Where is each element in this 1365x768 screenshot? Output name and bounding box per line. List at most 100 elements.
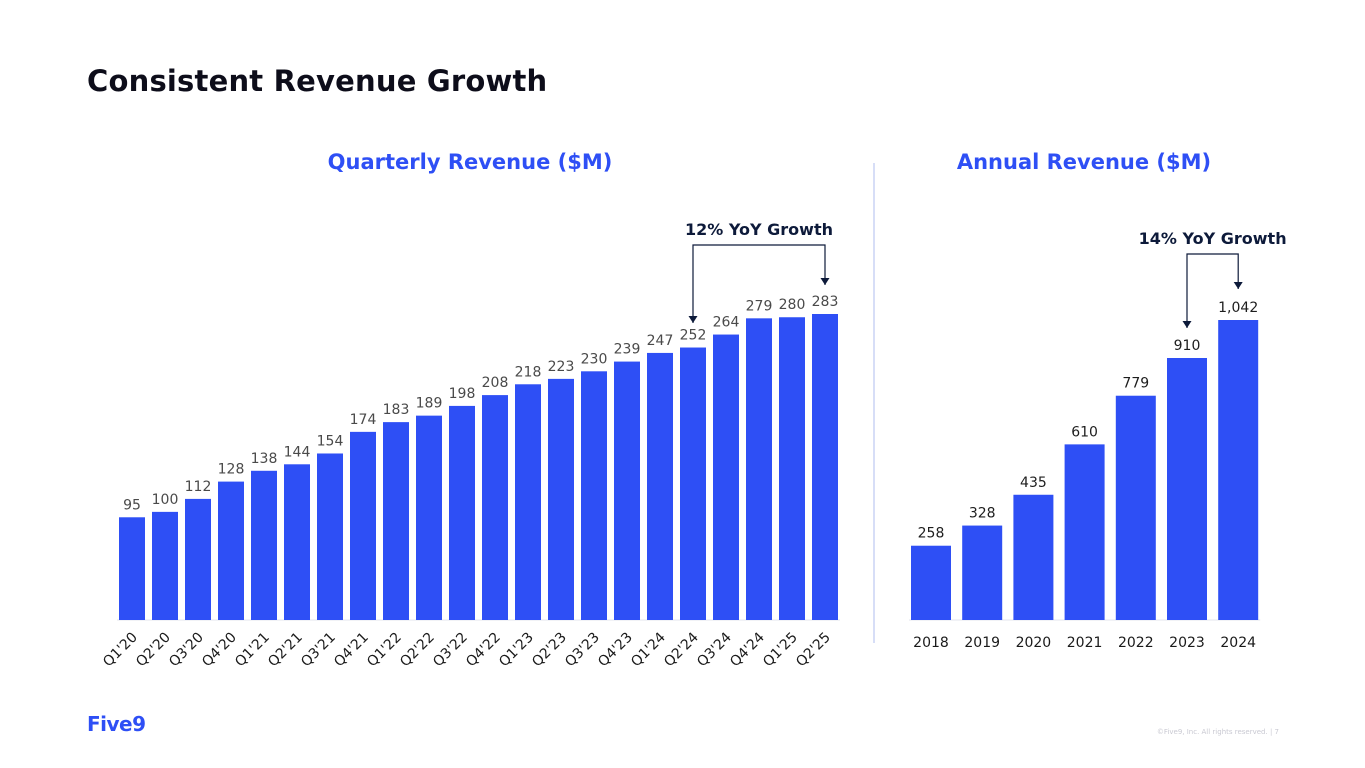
data-label: 144 [284, 444, 311, 460]
bar-Q1'22 [383, 422, 409, 620]
data-label: 112 [185, 479, 212, 495]
bar-Q4'24 [746, 318, 772, 620]
x-tick-label: Q1'21 [232, 630, 273, 671]
growth-bracket [692, 244, 826, 323]
bar-Q3'23 [581, 371, 607, 620]
x-tick-label: 2019 [964, 635, 1000, 651]
bar-2023 [1167, 358, 1207, 620]
x-tick-label: Q4'22 [463, 630, 504, 671]
data-label: 154 [317, 433, 344, 449]
data-label: 264 [713, 315, 740, 331]
bar-2024 [1218, 320, 1259, 620]
bar-2020 [1013, 494, 1054, 620]
bar-Q3'24 [713, 334, 739, 620]
data-label: 435 [1020, 475, 1047, 491]
x-tick-label: Q2'23 [529, 630, 570, 671]
quarterly-chart-title: Quarterly Revenue ($M) [327, 150, 613, 174]
yoy-growth-annotation: 14% YoY Growth [1139, 229, 1287, 248]
bar-2019 [962, 525, 1003, 620]
growth-bracket [1186, 253, 1239, 328]
data-label: 239 [614, 342, 641, 358]
data-label: 128 [218, 462, 245, 478]
copyright-note: ©Five9, Inc. All rights reserved. | 7 [1156, 728, 1279, 736]
chart-divider [873, 163, 875, 643]
bar-Q2'22 [416, 415, 442, 620]
bar-Q1'20 [119, 517, 145, 620]
bar-Q2'23 [548, 378, 574, 620]
x-tick-label: Q4'20 [199, 630, 240, 671]
x-tick-label: Q3'20 [166, 630, 207, 671]
page-title: Consistent Revenue Growth [87, 64, 548, 98]
x-tick-label: 2023 [1169, 635, 1205, 651]
x-tick-label: Q3'24 [694, 629, 735, 670]
data-label: 779 [1122, 376, 1149, 392]
bar-Q4'22 [482, 395, 508, 620]
x-tick-label: Q1'22 [364, 630, 405, 671]
x-tick-label: Q1'24 [628, 629, 669, 670]
x-tick-label: Q3'21 [298, 630, 339, 671]
x-tick-label: Q2'21 [265, 630, 306, 671]
data-label: 183 [383, 402, 410, 418]
x-tick-label: Q4'21 [331, 630, 372, 671]
bar-2022 [1115, 395, 1156, 620]
x-tick-label: Q1'20 [100, 630, 141, 671]
bar-Q2'20 [152, 511, 178, 620]
data-label: 198 [449, 386, 476, 402]
data-label: 223 [548, 359, 575, 375]
annual-chart-title: Annual Revenue ($M) [956, 150, 1212, 174]
data-label: 279 [746, 298, 773, 314]
data-label: 252 [680, 328, 707, 344]
bar-Q1'24 [647, 352, 673, 620]
bar-Q4'20 [218, 481, 244, 620]
annual-revenue-chart: 258 2018 328 2019 435 2020 610 2021 779 2022 910 20… [909, 229, 1287, 651]
bar-Q3'20 [185, 498, 211, 620]
x-tick-label: Q2'24 [661, 629, 702, 670]
data-label: 283 [812, 294, 839, 310]
bar-Q1'23 [515, 384, 541, 620]
data-label: 208 [482, 375, 509, 391]
bar-Q2'21 [284, 464, 310, 620]
five9-logo: Five9 [87, 712, 146, 736]
bar-Q3'21 [317, 453, 343, 620]
arrowhead-to [1233, 282, 1243, 289]
x-tick-label: Q3'22 [430, 630, 471, 671]
x-tick-label: Q1'23 [496, 630, 537, 671]
x-tick-label: 2021 [1067, 635, 1103, 651]
data-label: 100 [152, 492, 179, 508]
bar-Q4'23 [614, 361, 640, 620]
x-tick-label: 2020 [1016, 635, 1052, 651]
quarterly-revenue-chart: 95 Q1'20 100 Q2'20 112 Q3'20 128 Q4'20 138 Q1'21 1… [100, 220, 840, 670]
data-label: 280 [779, 297, 806, 313]
x-tick-label: Q2'20 [133, 630, 174, 671]
data-label: 910 [1174, 338, 1201, 354]
data-label: 230 [581, 351, 608, 367]
x-tick-label: Q4'24 [727, 629, 768, 670]
bar-Q2'24 [680, 347, 706, 620]
data-label: 328 [969, 506, 996, 522]
data-label: 247 [647, 333, 674, 349]
data-label: 610 [1071, 424, 1098, 440]
data-label: 189 [416, 396, 443, 412]
yoy-growth-annotation: 12% YoY Growth [685, 220, 833, 239]
bar-Q1'21 [251, 470, 277, 620]
data-label: 174 [350, 412, 377, 428]
data-label: 138 [251, 451, 278, 467]
arrowhead-to [820, 278, 830, 285]
x-tick-label: Q2'22 [397, 630, 438, 671]
x-tick-label: 2018 [913, 635, 949, 651]
arrowhead-from [1182, 321, 1192, 328]
data-label: 258 [918, 526, 945, 542]
x-tick-label: Q2'25 [793, 630, 834, 671]
bar-Q3'22 [449, 405, 475, 620]
arrowhead-from [688, 316, 698, 323]
x-tick-label: 2022 [1118, 635, 1154, 651]
x-tick-label: 2024 [1220, 635, 1256, 651]
bar-Q2'25 [812, 314, 838, 620]
x-tick-label: Q3'23 [562, 630, 603, 671]
bar-2021 [1064, 444, 1105, 620]
bar-Q1'25 [779, 317, 805, 620]
bar-Q4'21 [350, 431, 376, 620]
bar-2018 [911, 545, 951, 620]
x-tick-label: Q1'25 [760, 630, 801, 671]
